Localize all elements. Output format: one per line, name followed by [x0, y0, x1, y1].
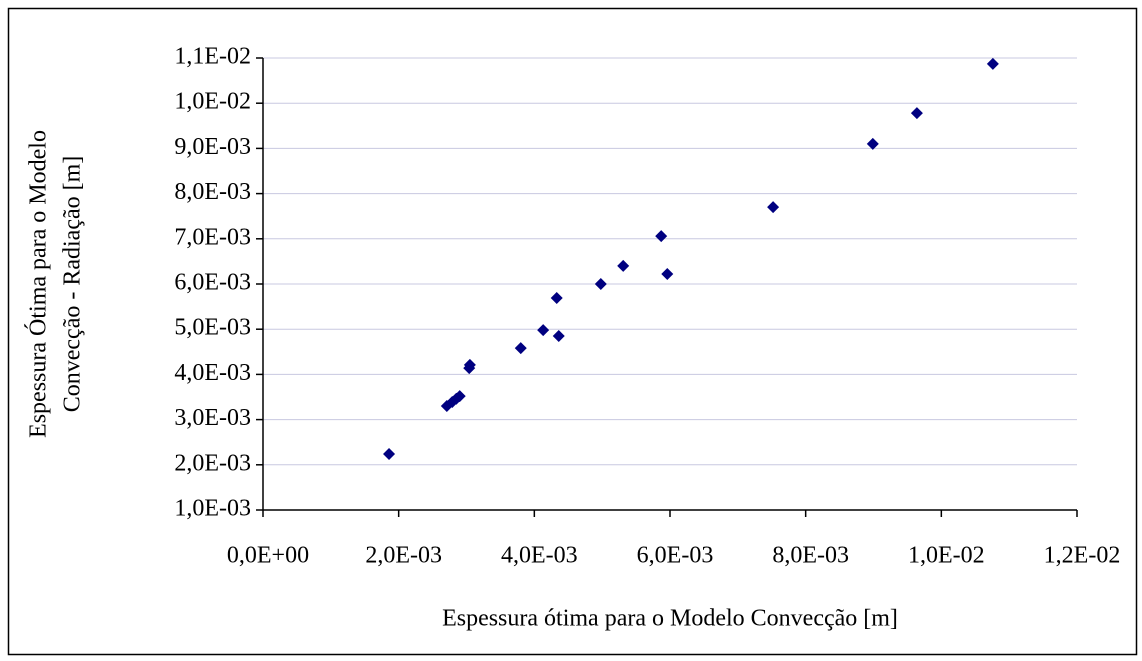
- point: [463, 358, 476, 371]
- x-tick-label: 1,2E-02: [1044, 543, 1121, 569]
- point: [661, 268, 674, 281]
- x-tick-label: 6,0E-03: [637, 543, 714, 569]
- point: [767, 201, 780, 214]
- x-tick-label: 4,0E-03: [501, 543, 578, 569]
- y-tick-label: 5,0E-03: [174, 315, 251, 341]
- point: [655, 230, 668, 243]
- point: [594, 278, 607, 290]
- point: [866, 137, 879, 150]
- point: [617, 259, 630, 272]
- point: [550, 292, 563, 305]
- y-tick-label: 1,0E-02: [174, 89, 251, 115]
- x-axis-label: Espessura ótima para o Modelo Convecção …: [442, 606, 898, 632]
- y-axis-label: Espessura Ótima para o Modelo: [25, 130, 52, 438]
- y-tick-label: 1,0E-03: [174, 496, 251, 522]
- y-tick-label: 3,0E-03: [174, 405, 251, 431]
- x-tick-label: 8,0E-03: [772, 543, 849, 569]
- y-tick-label: 1,1E-02: [174, 44, 251, 70]
- point: [552, 329, 565, 342]
- x-tick-label: 0,0E+00: [227, 543, 309, 569]
- y-tick-label: 6,0E-03: [174, 270, 251, 296]
- point: [453, 390, 466, 403]
- chart-border: [7, 7, 1138, 656]
- point: [910, 107, 923, 120]
- y-tick-label: 7,0E-03: [174, 224, 251, 250]
- y-tick-label: 8,0E-03: [174, 179, 251, 205]
- point: [986, 57, 999, 70]
- point: [514, 342, 527, 355]
- y-tick-label: 2,0E-03: [174, 450, 251, 476]
- y-tick-label: 9,0E-03: [174, 134, 251, 160]
- point: [537, 324, 550, 337]
- point: [383, 447, 396, 460]
- y-axis-label: Convecção - Radiação [m]: [60, 156, 86, 413]
- y-tick-label: 4,0E-03: [174, 360, 251, 386]
- x-tick-label: 1,0E-02: [908, 543, 985, 569]
- x-tick-label: 2,0E-03: [365, 543, 442, 569]
